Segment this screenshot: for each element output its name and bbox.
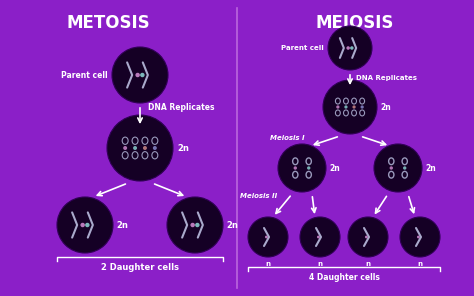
Text: 2n: 2n bbox=[116, 221, 128, 229]
Circle shape bbox=[140, 73, 145, 77]
Circle shape bbox=[278, 144, 326, 192]
Text: Meiosis II: Meiosis II bbox=[240, 193, 277, 199]
Circle shape bbox=[344, 105, 347, 109]
Circle shape bbox=[365, 236, 368, 238]
Circle shape bbox=[307, 166, 310, 170]
Circle shape bbox=[336, 105, 339, 109]
Circle shape bbox=[112, 47, 168, 103]
Text: n: n bbox=[418, 261, 422, 267]
Text: 2n: 2n bbox=[329, 163, 340, 173]
Circle shape bbox=[57, 197, 113, 253]
Circle shape bbox=[265, 236, 268, 238]
Text: Parent cell: Parent cell bbox=[61, 70, 108, 80]
Circle shape bbox=[346, 46, 350, 50]
Text: 4 Daughter cells: 4 Daughter cells bbox=[309, 273, 380, 282]
Text: Meiosis I: Meiosis I bbox=[270, 135, 305, 141]
Text: Parent cell: Parent cell bbox=[281, 45, 324, 51]
Text: DNA Replicates: DNA Replicates bbox=[148, 102, 215, 112]
Circle shape bbox=[400, 217, 440, 257]
Text: 2n: 2n bbox=[177, 144, 189, 152]
Circle shape bbox=[133, 146, 137, 150]
Circle shape bbox=[348, 217, 388, 257]
Text: 2 Daughter cells: 2 Daughter cells bbox=[101, 263, 179, 272]
Circle shape bbox=[353, 105, 356, 109]
Circle shape bbox=[361, 105, 364, 109]
Text: DNA Replicates: DNA Replicates bbox=[356, 75, 417, 81]
Circle shape bbox=[81, 223, 85, 227]
Text: 2n: 2n bbox=[380, 102, 391, 112]
Circle shape bbox=[374, 144, 422, 192]
Text: 2n: 2n bbox=[425, 163, 436, 173]
Circle shape bbox=[248, 217, 288, 257]
Text: METOSIS: METOSIS bbox=[66, 14, 150, 32]
Text: MEIOSIS: MEIOSIS bbox=[316, 14, 394, 32]
Circle shape bbox=[153, 146, 157, 150]
Circle shape bbox=[123, 146, 127, 150]
Circle shape bbox=[136, 73, 140, 77]
Circle shape bbox=[328, 26, 372, 70]
Text: n: n bbox=[265, 261, 271, 267]
Circle shape bbox=[323, 80, 377, 134]
Text: n: n bbox=[318, 261, 322, 267]
Circle shape bbox=[85, 223, 90, 227]
Circle shape bbox=[293, 166, 297, 170]
Circle shape bbox=[300, 217, 340, 257]
Circle shape bbox=[143, 146, 147, 150]
Circle shape bbox=[191, 223, 195, 227]
Circle shape bbox=[417, 236, 420, 238]
Circle shape bbox=[350, 46, 354, 50]
Text: n: n bbox=[365, 261, 371, 267]
Circle shape bbox=[403, 166, 406, 170]
Circle shape bbox=[167, 197, 223, 253]
Circle shape bbox=[390, 166, 393, 170]
Text: 2n: 2n bbox=[226, 221, 238, 229]
Circle shape bbox=[195, 223, 200, 227]
Circle shape bbox=[317, 236, 320, 238]
Circle shape bbox=[107, 115, 173, 181]
